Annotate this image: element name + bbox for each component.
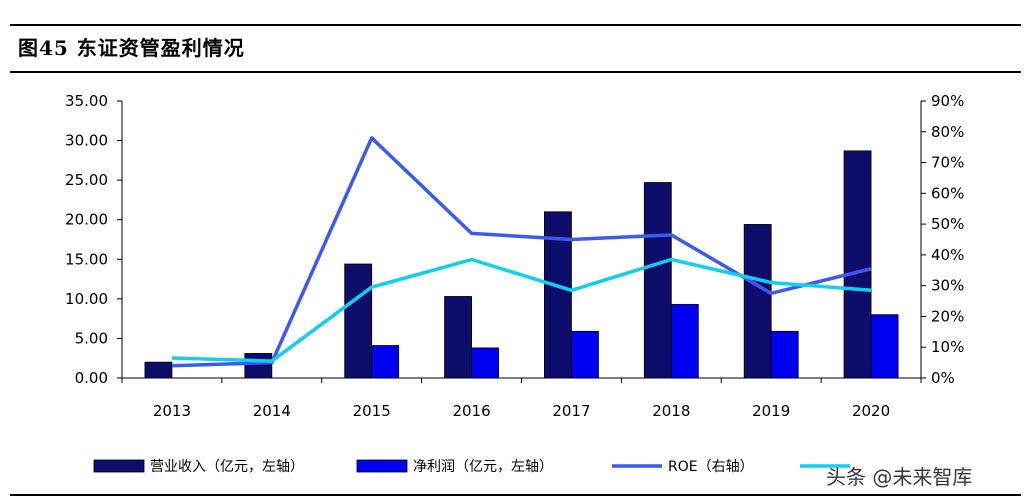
x-tick-label: 2016	[452, 402, 490, 420]
x-tick-label: 2018	[652, 402, 690, 420]
line-group	[171, 136, 872, 368]
left-tick-label: 30.00	[65, 132, 108, 150]
revenue-bar-2019	[743, 224, 772, 379]
right-tick-label: 80%	[931, 123, 964, 141]
legend-label-revenue: 营业收入（亿元，左轴）	[150, 459, 304, 475]
right-tick-label: 60%	[931, 184, 964, 202]
legend-swatch-revenue	[93, 459, 145, 473]
x-tick-label: 2013	[153, 402, 191, 420]
revenue-bar-2020	[843, 150, 872, 379]
revenue-bar-2016	[444, 296, 472, 379]
net-profit-bar-2019	[770, 330, 799, 379]
net-profit-bar-2020	[870, 314, 899, 379]
x-tick-label: 2020	[852, 402, 890, 420]
right-tick-label: 0%	[931, 369, 955, 387]
right-tick-label: 20%	[931, 307, 964, 325]
legend-label-roe: ROE（右轴）	[668, 459, 754, 475]
x-tick-label: 2014	[253, 402, 291, 420]
net-profit-bar-2018	[670, 303, 699, 379]
net-profit-bar-2015	[371, 345, 400, 379]
figure-title: 图45 东证资管盈利情况	[18, 36, 245, 60]
revenue-bar-2015	[344, 263, 373, 379]
watermark-text: 头条 @未来智库	[826, 465, 973, 489]
right-tick-label: 50%	[931, 215, 964, 233]
legend-label-net-profit: 净利润（亿元，左轴）	[413, 459, 553, 475]
left-tick-label: 10.00	[65, 290, 108, 308]
right-tick-label: 10%	[931, 338, 964, 356]
net-profit-bar-2017	[571, 330, 599, 379]
left-tick-label: 25.00	[65, 171, 108, 189]
chart-axes: 0.00 5.00 10.00 15.00 20.00 25.00 30.00 35.00 0%…	[65, 92, 964, 420]
title-rule	[10, 71, 1021, 73]
right-tick-label: 30%	[931, 277, 964, 295]
net-profit-bar-2016	[471, 347, 499, 379]
top-rule	[10, 24, 1021, 26]
right-tick-label: 40%	[931, 246, 964, 264]
x-tick-label: 2017	[552, 402, 590, 420]
x-tick-label: 2019	[752, 402, 790, 420]
legend-swatch-net-profit	[356, 459, 408, 473]
left-tick-label: 0.00	[75, 369, 108, 387]
left-tick-label: 5.00	[75, 329, 108, 347]
roe-line	[171, 136, 872, 368]
right-tick-label: 70%	[931, 154, 964, 172]
fourth-series-line	[171, 257, 872, 363]
x-tick-label: 2015	[353, 402, 391, 420]
left-tick-label: 15.00	[65, 250, 108, 268]
revenue-bar-2013	[144, 361, 173, 379]
bottom-rule	[10, 494, 1021, 496]
bar-group	[144, 150, 899, 379]
left-tick-label: 35.00	[65, 92, 108, 110]
revenue-bar-2018	[643, 182, 672, 379]
right-tick-label: 90%	[931, 92, 964, 110]
left-tick-label: 20.00	[65, 211, 108, 229]
chart-legend: 营业收入（亿元，左轴） 净利润（亿元，左轴） ROE（右轴）	[93, 459, 850, 475]
revenue-bar-2014	[244, 353, 273, 379]
